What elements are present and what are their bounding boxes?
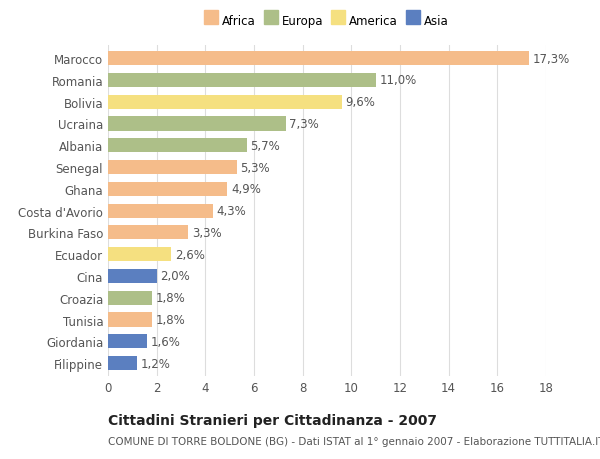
Bar <box>108 161 237 175</box>
Bar <box>108 335 147 349</box>
Text: 4,9%: 4,9% <box>231 183 261 196</box>
Text: 2,0%: 2,0% <box>160 270 190 283</box>
Bar <box>108 95 341 110</box>
Bar <box>108 182 227 196</box>
Text: 7,3%: 7,3% <box>289 118 319 131</box>
Bar <box>108 226 188 240</box>
Text: 3,3%: 3,3% <box>192 226 221 239</box>
Text: 4,3%: 4,3% <box>216 205 246 218</box>
Text: 5,3%: 5,3% <box>241 161 270 174</box>
Bar <box>108 313 152 327</box>
Legend: Africa, Europa, America, Asia: Africa, Europa, America, Asia <box>203 12 451 30</box>
Text: 1,6%: 1,6% <box>151 335 181 348</box>
Text: 17,3%: 17,3% <box>533 52 570 66</box>
Text: 11,0%: 11,0% <box>379 74 416 87</box>
Text: 1,8%: 1,8% <box>155 313 185 326</box>
Bar <box>108 269 157 283</box>
Bar <box>108 52 529 66</box>
Text: 1,2%: 1,2% <box>141 357 171 370</box>
Text: 5,7%: 5,7% <box>250 140 280 152</box>
Bar <box>108 356 137 370</box>
Bar <box>108 73 376 88</box>
Text: 9,6%: 9,6% <box>345 96 375 109</box>
Text: 1,8%: 1,8% <box>155 291 185 305</box>
Bar <box>108 291 152 305</box>
Text: 2,6%: 2,6% <box>175 248 205 261</box>
Text: COMUNE DI TORRE BOLDONE (BG) - Dati ISTAT al 1° gennaio 2007 - Elaborazione TUTT: COMUNE DI TORRE BOLDONE (BG) - Dati ISTA… <box>108 436 600 446</box>
Text: Cittadini Stranieri per Cittadinanza - 2007: Cittadini Stranieri per Cittadinanza - 2… <box>108 413 437 427</box>
Bar <box>108 247 171 262</box>
Bar <box>108 204 212 218</box>
Bar <box>108 117 286 131</box>
Bar <box>108 139 247 153</box>
